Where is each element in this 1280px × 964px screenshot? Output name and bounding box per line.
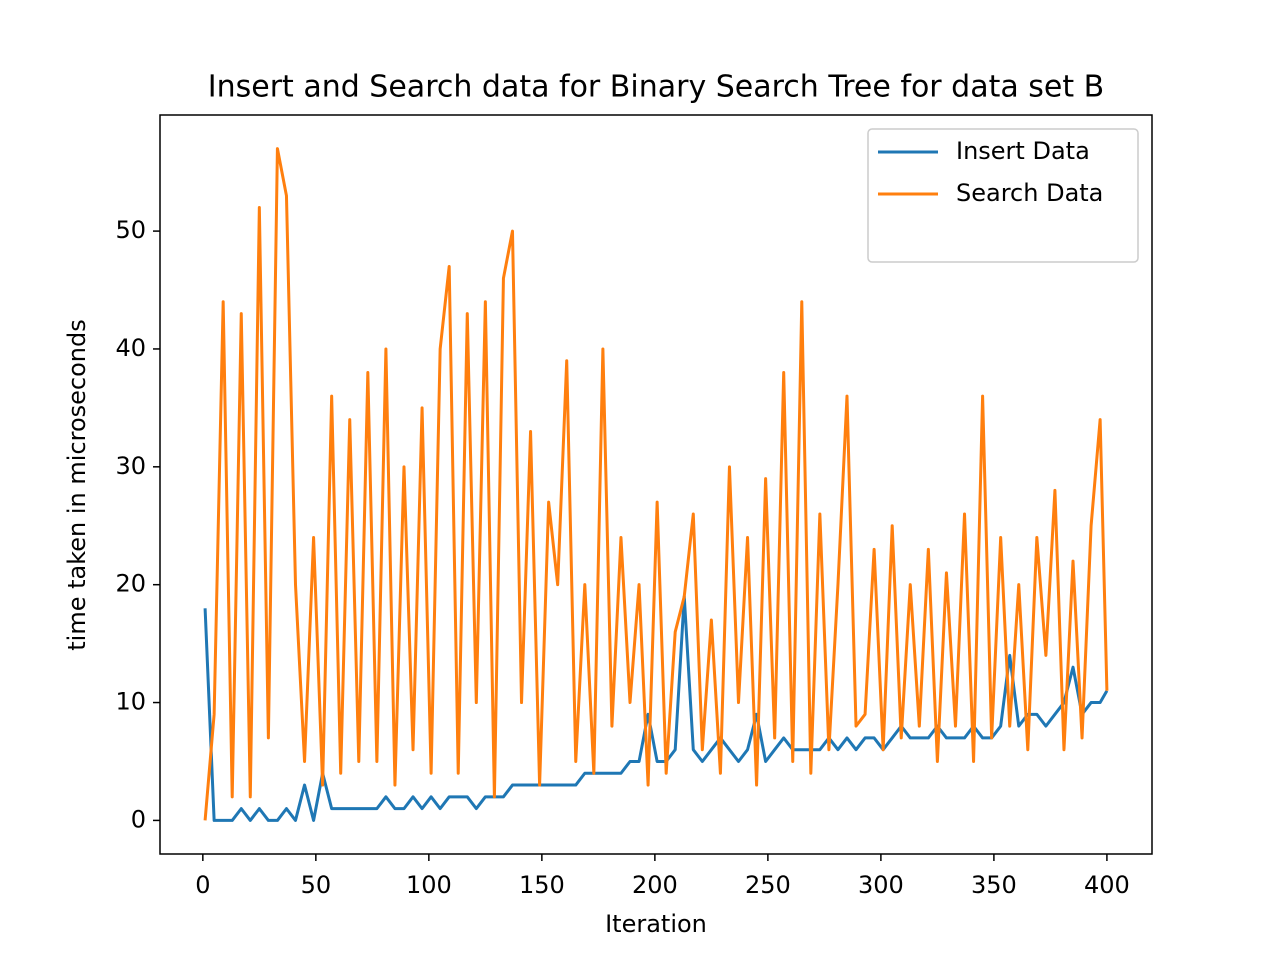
x-tick-label: 100 <box>406 871 452 899</box>
legend-label: Search Data <box>956 179 1103 207</box>
legend-label: Insert Data <box>956 137 1090 165</box>
y-axis-label: time taken in microseconds <box>63 319 91 651</box>
chart-title: Insert and Search data for Binary Search… <box>208 70 1105 105</box>
x-tick-label: 250 <box>745 871 791 899</box>
x-tick-label: 300 <box>858 871 904 899</box>
y-tick-label: 30 <box>115 452 146 480</box>
x-tick-label: 50 <box>301 871 332 899</box>
y-tick-label: 0 <box>131 805 146 833</box>
axes-frame <box>159 114 1153 855</box>
legend-box <box>867 128 1139 263</box>
data-line <box>203 147 1109 821</box>
x-tick-label: 0 <box>195 871 210 899</box>
y-tick-label: 50 <box>115 216 146 244</box>
x-tick-label: 400 <box>1084 871 1130 899</box>
y-tick-label: 40 <box>115 334 146 362</box>
x-tick-label: 200 <box>632 871 678 899</box>
x-axis-label: Iteration <box>605 910 707 938</box>
y-tick-label: 10 <box>115 688 146 716</box>
y-tick-label: 20 <box>115 570 146 598</box>
x-tick-label: 350 <box>971 871 1017 899</box>
x-tick-label: 150 <box>519 871 565 899</box>
data-line <box>203 594 1109 822</box>
